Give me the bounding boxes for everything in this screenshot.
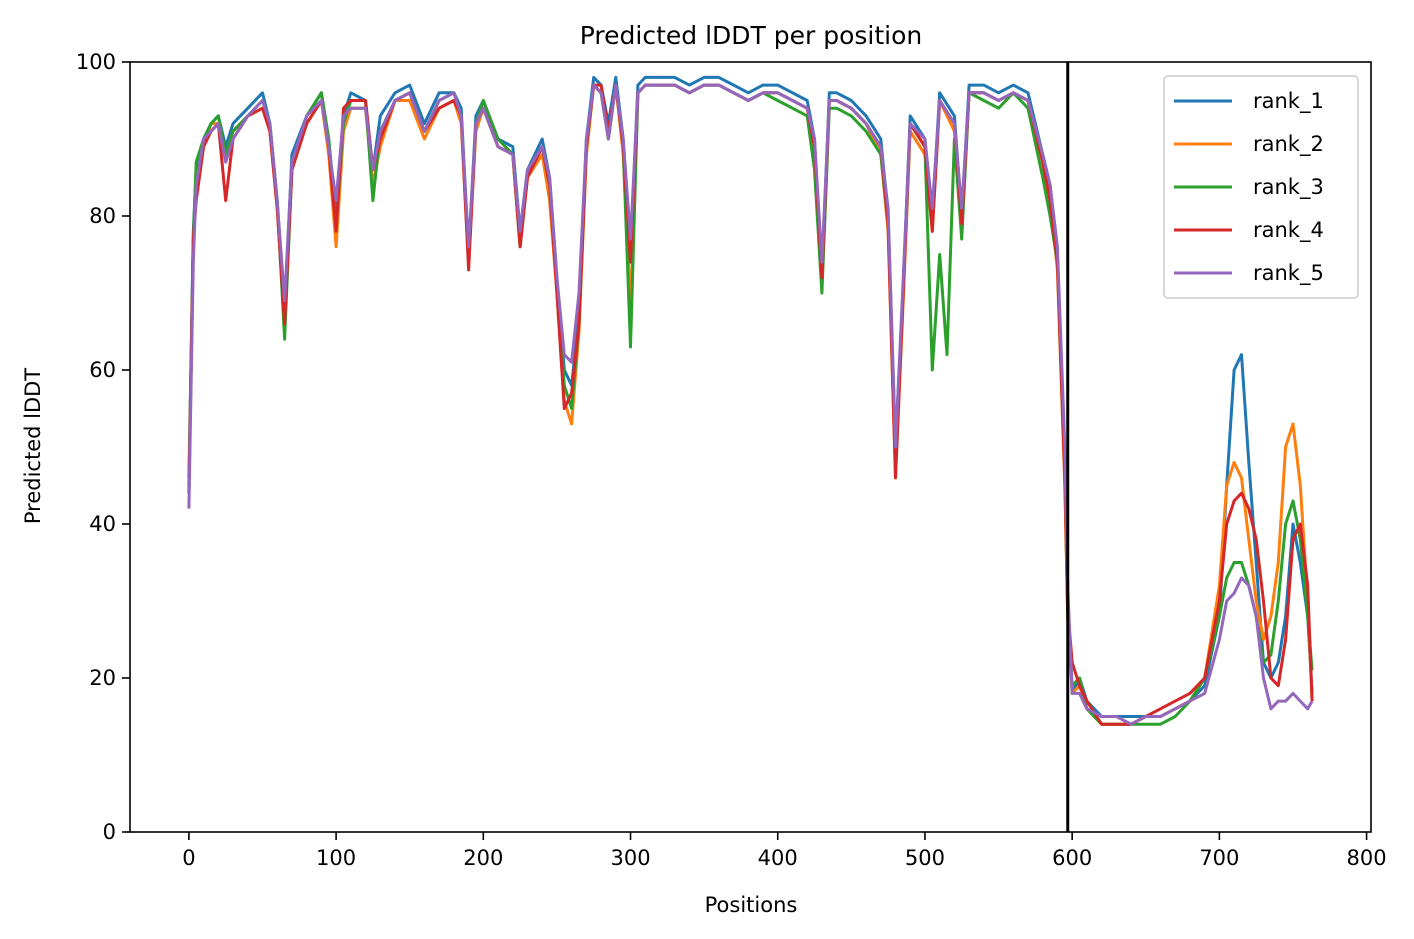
y-tick-label: 60: [89, 358, 116, 382]
y-tick-label: 0: [103, 820, 116, 844]
series-line-rank_5: [187, 83, 1314, 726]
x-tick-label: 100: [316, 846, 356, 870]
plot-frame: [129, 61, 1372, 833]
chart-title: Predicted lDDT per position: [580, 21, 922, 50]
y-axis: 0 20 40 60 80 100: [76, 50, 130, 844]
legend-box: [1163, 75, 1359, 299]
legend-label-rank_3: rank_3: [1253, 175, 1324, 200]
series-layer: [187, 75, 1314, 726]
x-tick-label: 800: [1347, 846, 1387, 870]
x-tick-label: 600: [1052, 846, 1092, 870]
x-tick-label: 0: [182, 846, 195, 870]
y-tick-label: 20: [89, 666, 116, 690]
plot-area: [129, 61, 1372, 833]
y-tick-label: 100: [76, 50, 116, 74]
x-axis: 0 100 200 300 400 500 600 700 800: [182, 832, 1387, 870]
legend-label-rank_5: rank_5: [1253, 261, 1324, 286]
y-tick-label: 40: [89, 512, 116, 536]
legend-label-rank_4: rank_4: [1253, 218, 1324, 243]
legend-label-rank_1: rank_1: [1253, 89, 1324, 114]
x-tick-label: 400: [758, 846, 798, 870]
x-tick-label: 700: [1199, 846, 1239, 870]
x-tick-label: 300: [610, 846, 650, 870]
legend-label-rank_2: rank_2: [1253, 132, 1324, 157]
x-tick-label: 200: [463, 846, 503, 870]
legend: rank_1 rank_2 rank_3 rank_4 rank_5: [1163, 75, 1359, 299]
series-line-rank_1: [187, 75, 1314, 718]
y-tick-label: 80: [89, 204, 116, 228]
x-axis-title: Positions: [705, 893, 798, 917]
x-tick-label: 500: [905, 846, 945, 870]
y-axis-title: Predicted lDDT: [21, 368, 45, 524]
